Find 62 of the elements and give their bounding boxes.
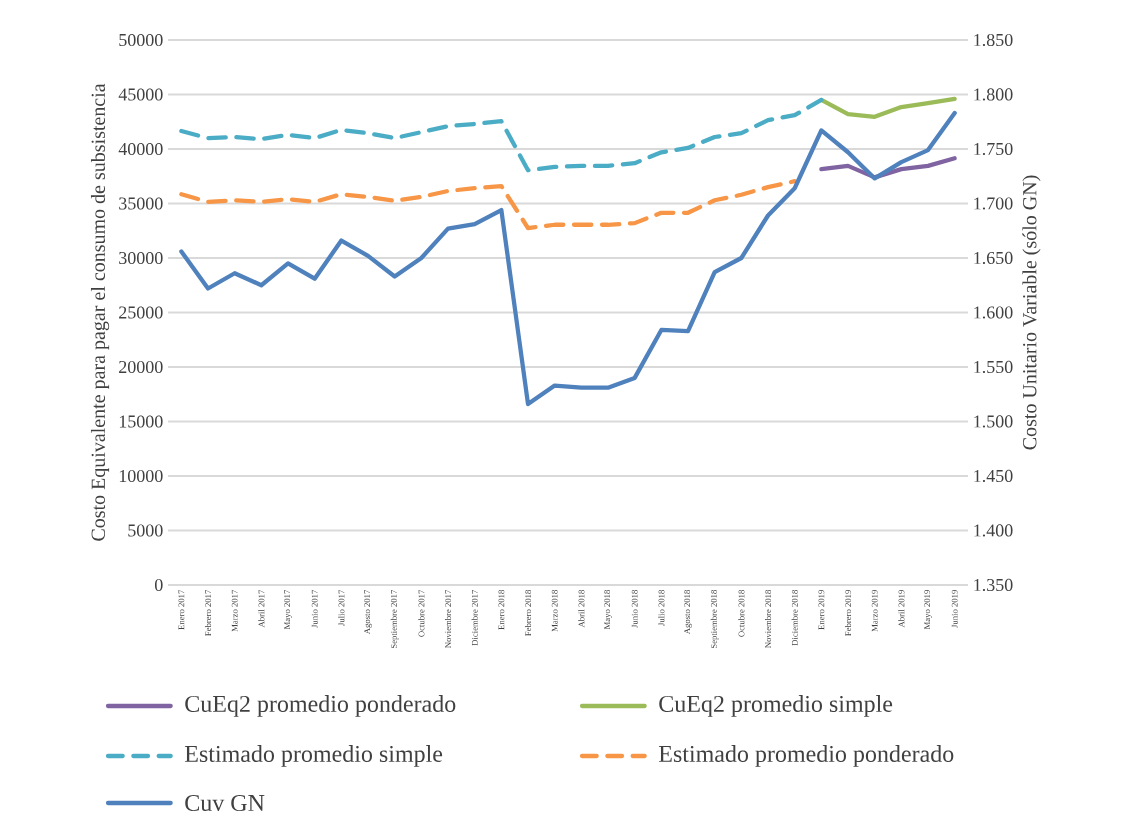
x-tick-label: Octubre 2017 [418,589,425,637]
x-tick-label: Mayo 2018 [604,590,612,630]
y2-tick-label: 1.600 [974,306,1013,319]
y2-tick-label: 1.850 [974,33,1013,47]
x-tick-label: Junio 2018 [631,590,638,628]
y2-tick-label: 1.750 [974,142,1013,156]
line-series [819,96,957,119]
x-tick-label: Septiembre 2017 [390,589,399,649]
legend-label: Cuv GN [185,794,265,812]
y-tick-label: 20000 [119,360,163,374]
x-tick-label: Febrero 2018 [524,590,532,636]
x-tick-label: Junio 2019 [951,590,958,628]
y2-tick-label: 1.800 [974,88,1013,101]
legend-label: CuEq2 promedio ponderado [185,695,456,717]
x-tick-label: Marzo 2018 [551,590,558,632]
y-tick-label: 25000 [119,306,163,319]
y-tick-label: 40000 [118,142,163,156]
y-axis-title: Costo Equivalente para pagar el consumo de subsistencia [90,83,110,541]
x-tick-label: Febrero 2019 [844,590,852,636]
y-tick-label: 15000 [119,415,163,428]
x-tick-label: Diciembre 2018 [791,590,798,646]
y2-tick-label: 1.550 [974,360,1013,374]
y-tick-label: 45000 [118,88,163,101]
y-tick-label: 50000 [119,33,163,47]
y2-tick-label: 1.700 [974,197,1013,210]
x-tick-label: Abril 2017 [258,589,265,628]
line-series [179,110,957,407]
y2-axis-title: Costo Unitario Variable (sólo GN) [1022,175,1041,450]
legend-label: CuEq2 promedio simple [659,695,893,717]
x-tick-label: Agosto 2017 [364,589,372,635]
y-tick-label: 30000 [119,251,163,265]
x-tick-label: Junio 2017 [311,589,318,628]
x-tick-label: Julio 2018 [658,590,665,626]
y-tick-label: 35000 [119,197,163,210]
y2-tick-label: 1.450 [974,469,1013,483]
x-tick-label: Octubre 2018 [738,590,745,637]
y2-tick-label: 1.500 [974,415,1013,428]
x-tick-label: Abril 2019 [898,590,905,628]
x-tick-label: Mayo 2019 [924,590,932,630]
y2-tick-label: 1.350 [974,578,1013,592]
x-tick-label: Septiembre 2018 [710,590,719,649]
y2-tick-label: 1.650 [974,251,1013,265]
line-series [179,97,824,173]
y-tick-label: 10000 [119,469,163,483]
x-tick-label: Mayo 2017 [284,589,292,630]
x-tick-label: Enero 2019 [818,590,825,630]
x-tick-label: Marzo 2019 [871,590,878,632]
x-tick-label: Agosto 2018 [684,590,692,635]
x-tick-label: Noviembre 2017 [444,589,452,648]
x-tick-label: Marzo 2017 [231,589,238,632]
x-tick-label: Febrero 2017 [204,589,212,636]
y-tick-label: 5000 [128,524,163,537]
y2-tick-label: 1.400 [974,524,1013,537]
x-tick-label: Noviembre 2018 [764,590,772,648]
x-tick-label: Enero 2018 [498,590,505,630]
x-tick-label: Abril 2018 [578,590,585,628]
x-tick-label: Julio 2017 [338,589,345,626]
legend-label: Estimado promedio ponderado [658,745,954,767]
x-tick-label: Enero 2017 [178,589,185,630]
legend-label: Estimado promedio simple [184,745,443,767]
x-tick-label: Diciembre 2017 [471,589,478,646]
y-tick-label: 0 [154,578,163,592]
